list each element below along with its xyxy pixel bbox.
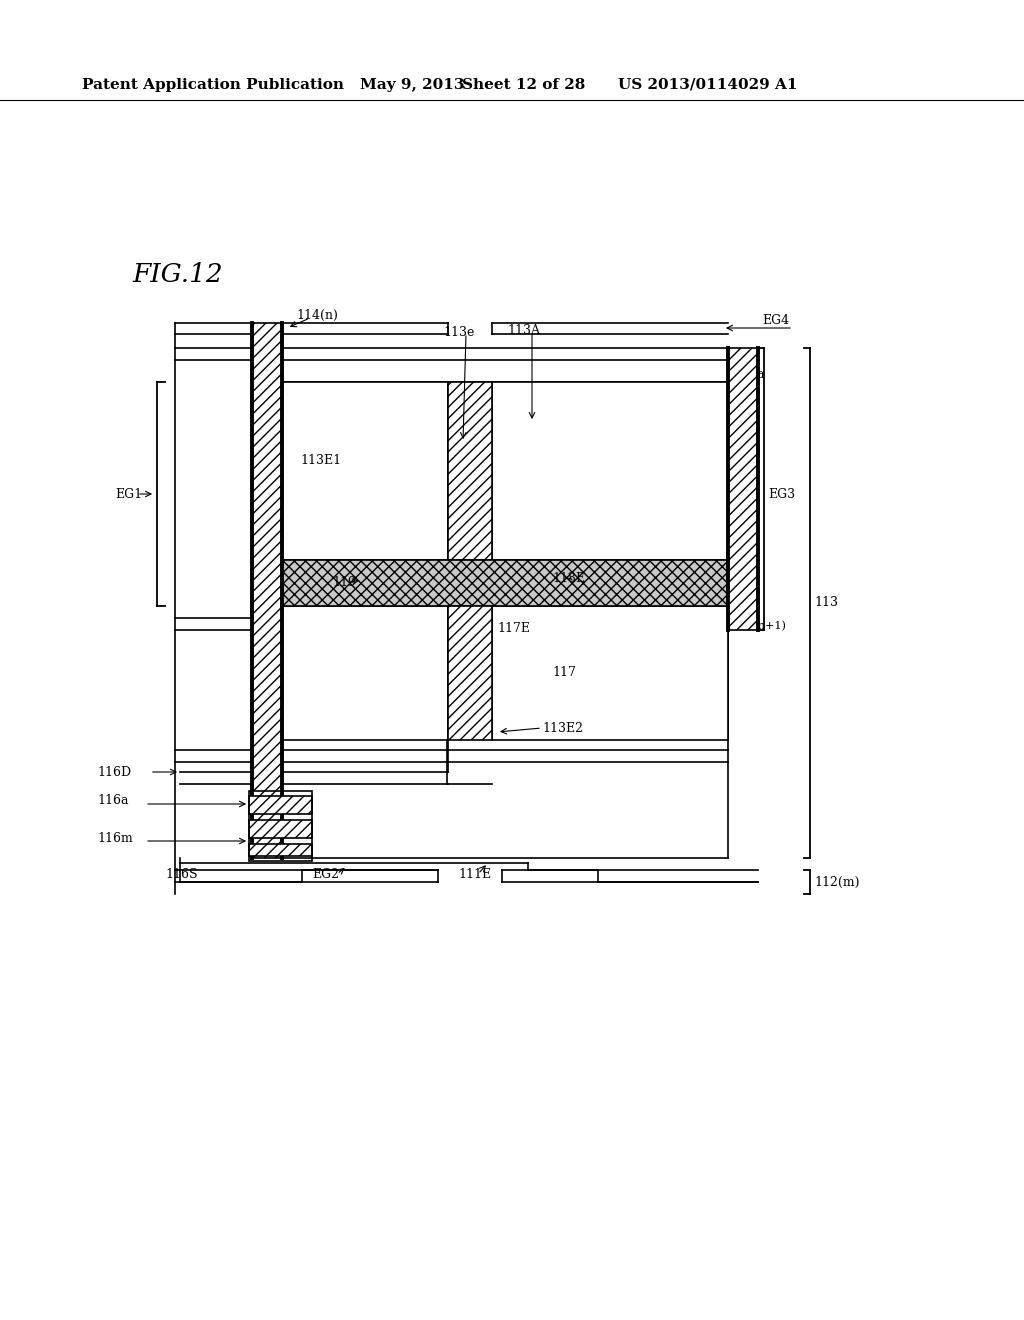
Bar [449,381,492,560]
Text: 113e: 113e [443,326,474,339]
Bar [282,381,449,560]
Bar [728,348,758,630]
Text: 111a: 111a [733,367,765,380]
Text: 113E: 113E [552,572,585,585]
Text: 117: 117 [552,667,575,680]
Bar [492,606,728,741]
Text: EG1: EG1 [115,487,142,500]
Text: 113: 113 [814,597,838,610]
Text: 112(m): 112(m) [814,875,859,888]
Text: 116m: 116m [97,832,133,845]
Bar [249,791,312,861]
Text: 113A: 113A [507,325,540,338]
Text: Patent Application Publication: Patent Application Publication [82,78,344,92]
Bar [249,796,312,814]
Text: 119: 119 [332,576,356,589]
Text: 117E: 117E [497,622,530,635]
Text: Sheet 12 of 28: Sheet 12 of 28 [462,78,586,92]
Text: US 2013/0114029 A1: US 2013/0114029 A1 [618,78,798,92]
Text: 113E2: 113E2 [542,722,583,734]
Text: 113E1: 113E1 [300,454,341,467]
Text: 116S: 116S [165,867,198,880]
Text: FIG.12: FIG.12 [132,261,222,286]
Text: May 9, 2013: May 9, 2013 [360,78,465,92]
Bar [282,606,449,741]
Text: EG3: EG3 [768,487,795,500]
Bar [249,820,312,838]
Text: EG2: EG2 [312,867,339,880]
Bar [252,323,282,858]
Bar [492,381,728,560]
Text: EG4: EG4 [762,314,790,327]
Text: 114(n): 114(n) [296,309,338,322]
Bar [449,606,492,741]
Text: 114(n+1): 114(n+1) [733,620,786,631]
Bar [282,560,728,606]
Text: 116D: 116D [97,766,131,779]
Text: 116a: 116a [97,795,128,808]
Text: 111E: 111E [458,867,492,880]
Bar [249,843,312,855]
